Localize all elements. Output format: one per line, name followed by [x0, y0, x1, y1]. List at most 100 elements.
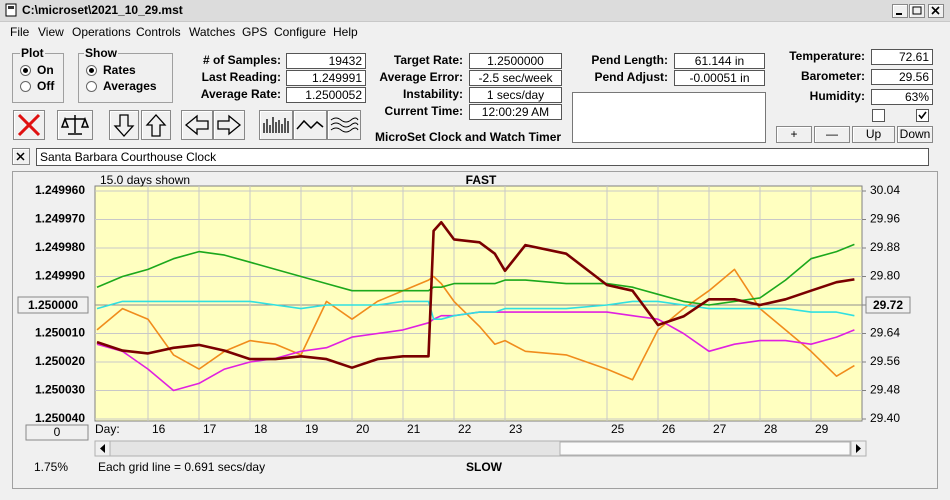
- readout-label: Barometer:: [800, 69, 865, 83]
- footer-note: Each grid line = 0.691 secs/day: [98, 460, 265, 474]
- radio-button[interactable]: [86, 81, 97, 92]
- up-icon: [145, 114, 167, 137]
- multiwave-icon: [330, 117, 359, 133]
- readout-value: 1.2500000: [469, 53, 562, 69]
- title-bar: [0, 0, 950, 22]
- legend-box: [572, 92, 766, 143]
- series-line: [96, 300, 855, 320]
- adjust-button[interactable]: Down: [897, 126, 933, 143]
- y-tick-label: 1.249960: [35, 183, 85, 197]
- up-button[interactable]: [141, 110, 171, 140]
- x-tick-label: 27: [713, 422, 727, 436]
- maximize-button[interactable]: [909, 4, 925, 18]
- y2-tick-label: 29.88: [870, 240, 900, 254]
- adjust-button[interactable]: —: [814, 126, 850, 143]
- check-mark: [918, 111, 927, 120]
- y-tick-label[interactable]: 1.250000: [28, 298, 78, 312]
- readout-value: 63%: [871, 89, 933, 105]
- clear-name-icon: [16, 152, 25, 161]
- multiwave-button[interactable]: [327, 110, 361, 140]
- readout-label: Temperature:: [789, 49, 865, 63]
- y-readout-button[interactable]: [17, 296, 89, 314]
- right-button[interactable]: [213, 110, 245, 140]
- bottom-label: SLOW: [466, 460, 503, 474]
- scale-icon: [60, 115, 90, 135]
- scale-button[interactable]: [57, 110, 93, 140]
- y2-tick-label[interactable]: 29.72: [873, 298, 903, 312]
- y2-readout-button[interactable]: [865, 296, 911, 314]
- menu-item[interactable]: View: [38, 25, 64, 39]
- days-shown: 15.0 days shown: [100, 173, 190, 187]
- minimize-button[interactable]: [892, 4, 908, 18]
- scroll-right-arrow: [856, 444, 861, 453]
- menu-item[interactable]: Watches: [189, 25, 236, 39]
- top-label: FAST: [466, 173, 497, 187]
- x-tick-label: 20: [356, 422, 370, 436]
- menu-item[interactable]: Operations: [72, 25, 131, 39]
- radio-button[interactable]: [86, 65, 97, 76]
- radio-label[interactable]: Rates: [103, 63, 136, 77]
- window-title: C:\microset\2021_10_29.mst: [22, 3, 183, 17]
- scroll-reset-label[interactable]: 0: [54, 425, 61, 439]
- left-button[interactable]: [181, 110, 213, 140]
- bars-button[interactable]: [259, 110, 293, 140]
- radio-label[interactable]: Off: [37, 79, 55, 93]
- menu-item[interactable]: Configure: [274, 25, 327, 39]
- y2-tick-label: 29.56: [870, 354, 900, 368]
- scroll-reset-button[interactable]: [25, 424, 89, 441]
- maximize-icon: [912, 6, 922, 15]
- down-icon: [113, 114, 135, 137]
- radio-label[interactable]: On: [37, 63, 54, 77]
- menu-item[interactable]: Controls: [136, 25, 181, 39]
- radio-label[interactable]: Averages: [103, 79, 157, 93]
- y2-tick-label: 29.80: [870, 269, 900, 283]
- y-tick-label: 1.249980: [35, 240, 85, 254]
- radio-button[interactable]: [20, 65, 31, 76]
- x-tick-label: 17: [203, 422, 217, 436]
- clear-button[interactable]: [13, 110, 45, 140]
- y-tick-label: 1.250040: [35, 411, 85, 425]
- show-group: [78, 53, 173, 103]
- menu-item[interactable]: GPS: [242, 25, 268, 39]
- readout-label: Current Time:: [384, 104, 463, 118]
- y2-tick-label: 30.04: [870, 183, 900, 197]
- series-line: [96, 221, 855, 369]
- x-tick-label: 26: [662, 422, 676, 436]
- wave-button[interactable]: [293, 110, 327, 140]
- y2-tick-label: 29.48: [870, 383, 900, 397]
- clock-name-field[interactable]: Santa Barbara Courthouse Clock: [36, 148, 929, 166]
- series-line: [96, 243, 855, 306]
- checkbox[interactable]: [872, 109, 885, 122]
- menu-item[interactable]: Help: [333, 25, 358, 39]
- readout-label: Pend Adjust:: [594, 70, 668, 84]
- y-tick-label: 1.250030: [35, 383, 85, 397]
- close-button[interactable]: [928, 4, 944, 18]
- x-axis-label: Day:: [95, 422, 120, 436]
- readout-label: Target Rate:: [393, 53, 463, 67]
- adjust-button[interactable]: Up: [852, 126, 895, 143]
- readout-label: Pend Length:: [591, 53, 668, 67]
- checkbox[interactable]: [916, 109, 929, 122]
- readout-label: Last Reading:: [201, 70, 281, 84]
- readout-value: 1 secs/day: [469, 87, 562, 103]
- x-tick-label: 16: [152, 422, 166, 436]
- close-icon: [931, 6, 940, 15]
- y2-tick-label: 29.96: [870, 212, 900, 226]
- scrollbar-thumb[interactable]: [559, 441, 851, 456]
- x-tick-label: 21: [407, 422, 421, 436]
- readout-value: -2.5 sec/week: [469, 70, 562, 86]
- readout-value: 19432: [286, 53, 366, 69]
- readout-label: Average Rate:: [200, 87, 281, 101]
- radio-button[interactable]: [20, 81, 31, 92]
- left-icon: [184, 114, 209, 136]
- menu-item[interactable]: File: [10, 25, 30, 39]
- clear-name-button[interactable]: [12, 148, 30, 165]
- down-button[interactable]: [109, 110, 139, 140]
- x-tick-label: 25: [611, 422, 625, 436]
- x-tick-label: 18: [254, 422, 268, 436]
- minimize-icon: [896, 13, 902, 15]
- readout-value: 61.144 in: [674, 53, 765, 69]
- adjust-button[interactable]: +: [776, 126, 812, 143]
